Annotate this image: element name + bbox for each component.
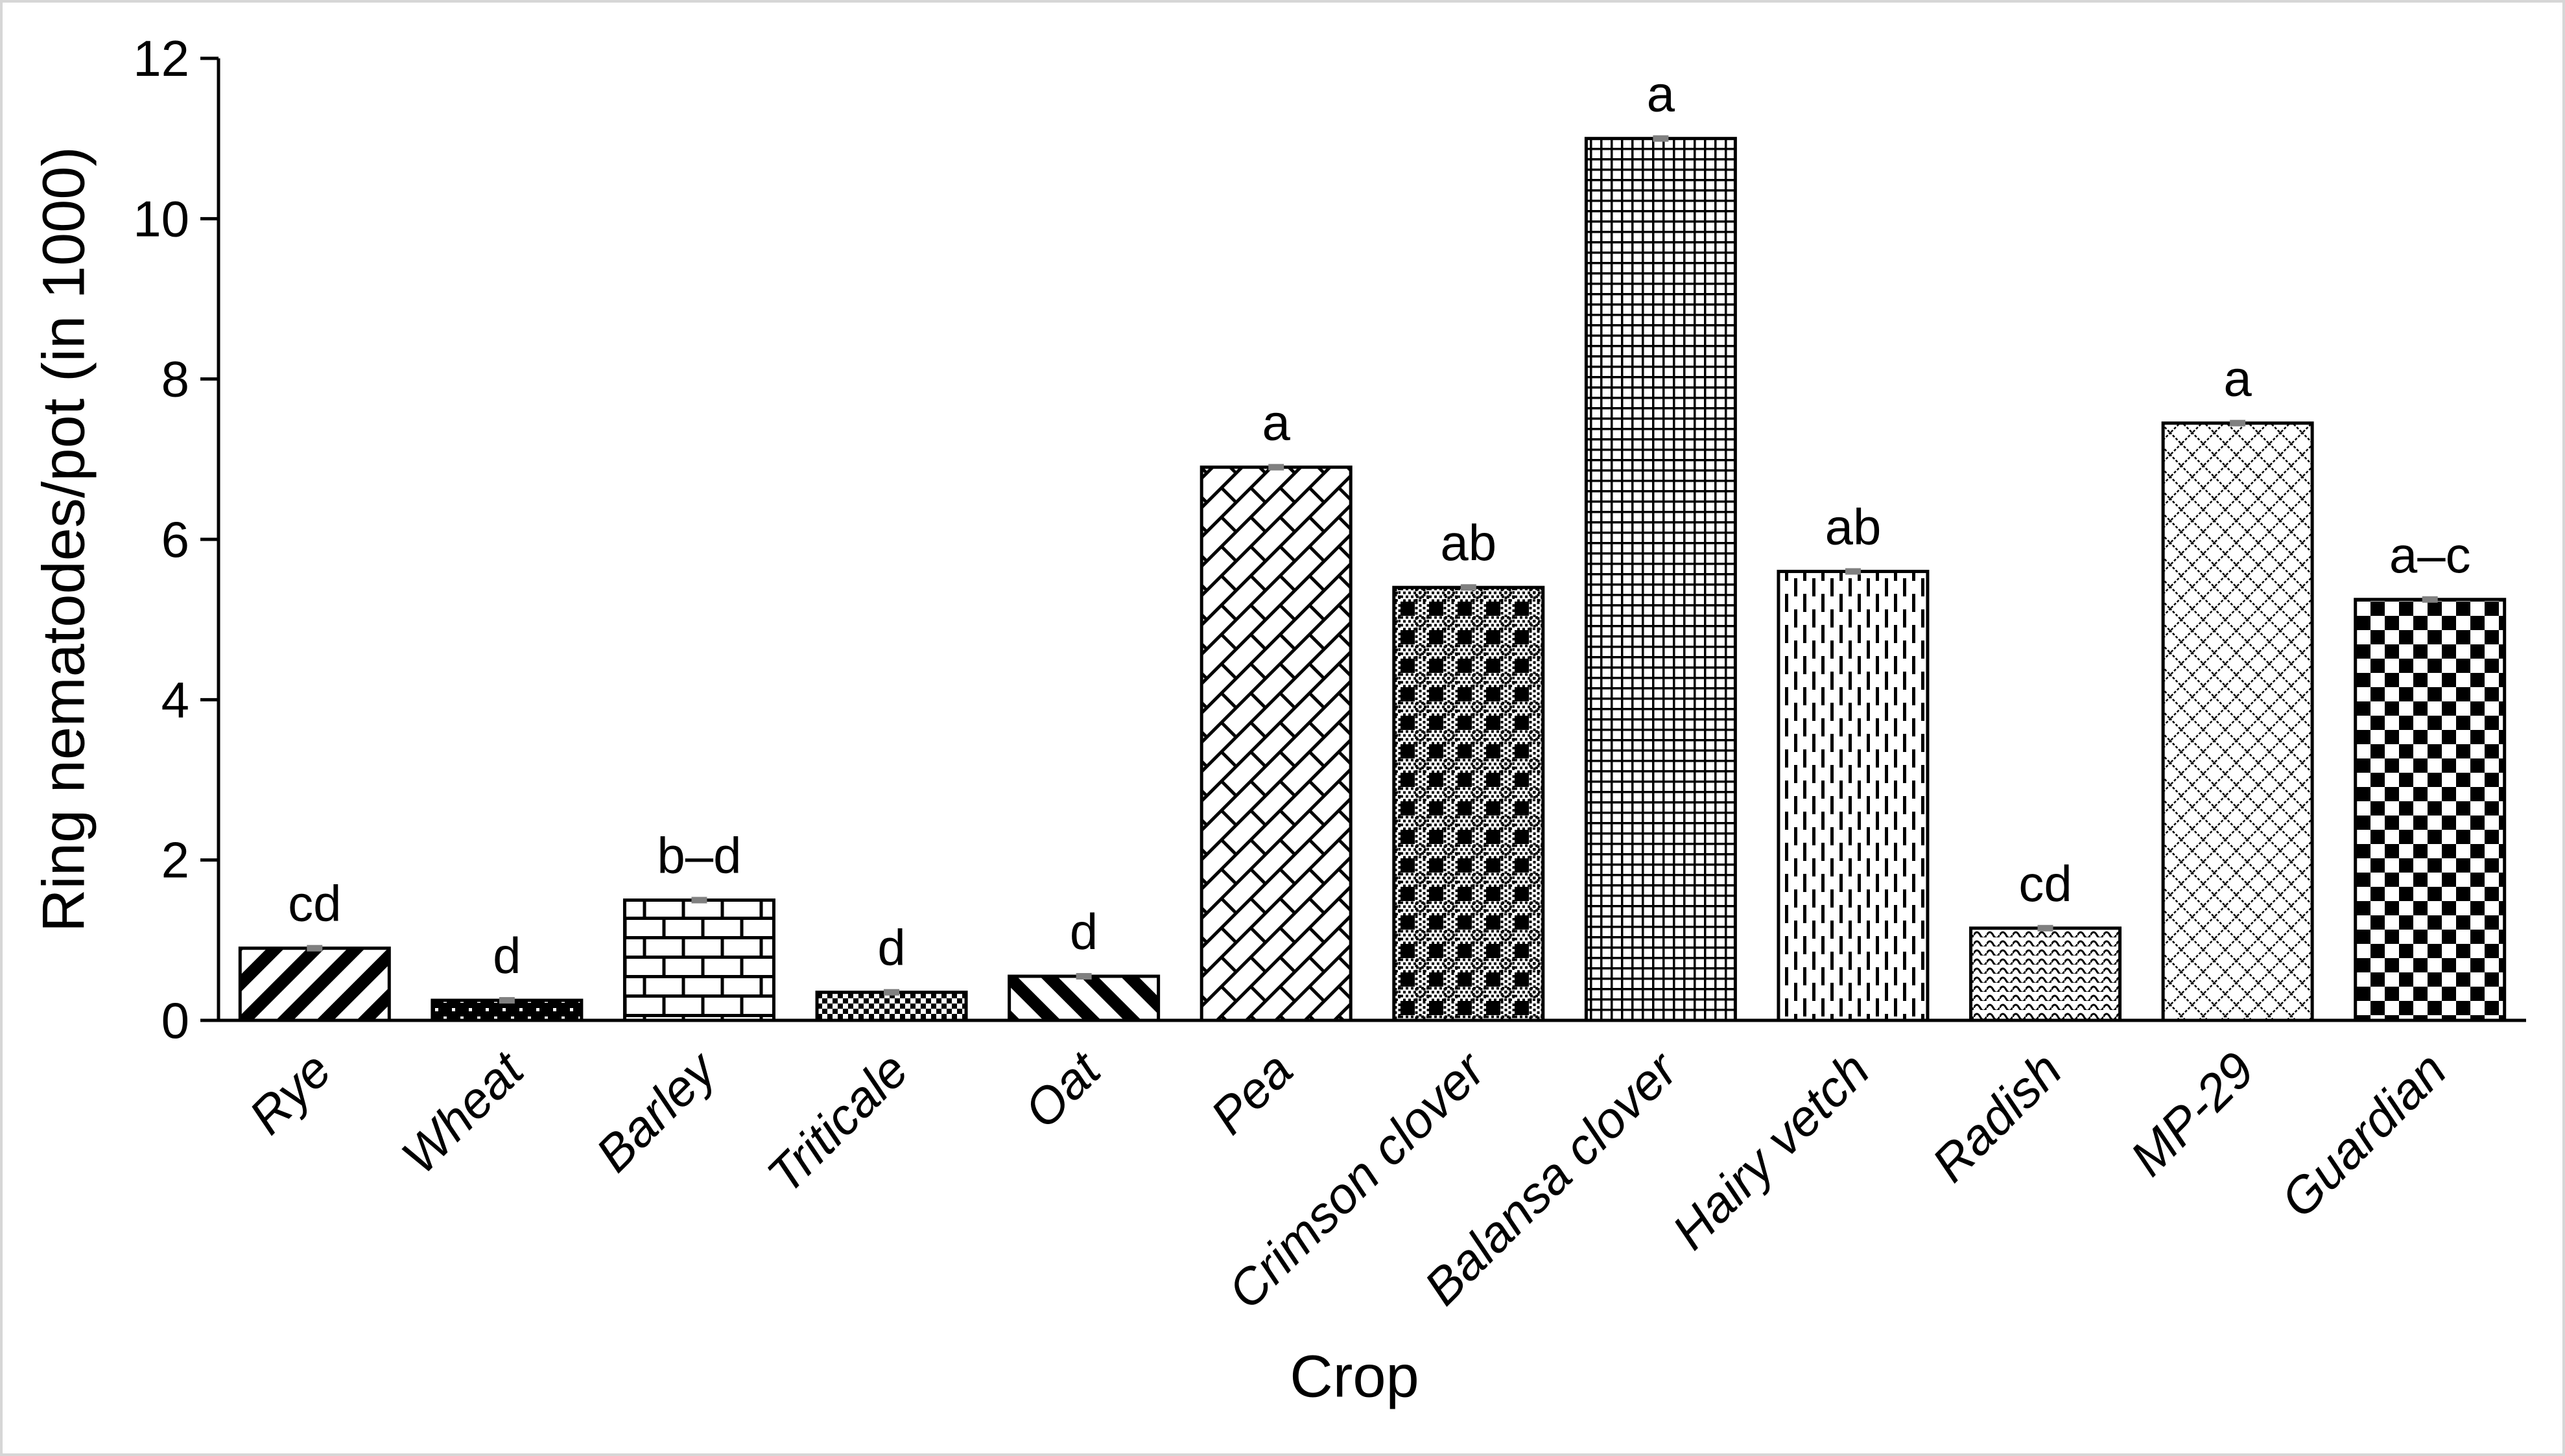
category-label: Rye: [238, 1041, 342, 1145]
y-tick-label: 0: [161, 992, 189, 1049]
error-bar-cap: [1653, 135, 1669, 142]
error-bar-cap: [1076, 972, 1092, 980]
error-bar-cap: [691, 897, 707, 904]
bar-oat: [1008, 974, 1161, 1022]
y-tick-label: 6: [161, 511, 189, 568]
significance-letter: d: [877, 919, 905, 976]
bar-rye: [238, 946, 391, 1022]
category-label: Pea: [1200, 1041, 1303, 1145]
significance-letter: a: [1262, 394, 1291, 451]
x-axis-title: Crop: [1290, 1343, 1419, 1410]
category-label: MP-29: [2119, 1041, 2265, 1187]
bar-wheat: [431, 998, 584, 1022]
significance-letter: cd: [2018, 855, 2072, 912]
y-tick-label: 4: [161, 671, 189, 728]
y-tick-label: 12: [133, 30, 189, 87]
significance-letter: ab: [1825, 498, 1882, 555]
error-bar-cap: [1845, 568, 1861, 575]
significance-letter: ab: [1440, 514, 1496, 571]
error-bar-cap: [2230, 419, 2246, 427]
bar-crimson-clover: [1392, 585, 1545, 1022]
error-bar-cap: [499, 997, 515, 1004]
bar-guardian: [2354, 598, 2507, 1022]
error-bar-cap: [1460, 584, 1476, 591]
category-label: Oat: [1013, 1039, 1113, 1138]
error-bar-cap: [307, 945, 323, 952]
category-label: Guardian: [2270, 1041, 2457, 1228]
significance-letter: d: [493, 927, 521, 984]
bar-hairy-vetch: [1777, 569, 1930, 1022]
bar-pea: [1200, 465, 1353, 1022]
category-label: Hairy vetch: [1661, 1041, 1880, 1260]
significance-letter: a: [1647, 65, 1675, 123]
bar-balansa-clover: [1584, 137, 1737, 1022]
significance-letter: d: [1070, 903, 1098, 960]
significance-letter: cd: [288, 875, 341, 932]
bar-barley: [622, 898, 775, 1022]
error-bar-cap: [1268, 464, 1284, 471]
error-bar-cap: [2422, 596, 2438, 603]
category-label: Wheat: [390, 1039, 536, 1184]
y-tick-label: 2: [161, 832, 189, 889]
category-label: Triticale: [756, 1041, 919, 1204]
bar-radish: [1969, 926, 2122, 1022]
category-label: Barley: [585, 1039, 728, 1182]
bar-triticale: [815, 991, 968, 1022]
significance-letter: a: [2223, 350, 2252, 407]
error-bar-cap: [884, 989, 900, 996]
significance-letter: b–d: [657, 827, 741, 884]
y-tick-label: 8: [161, 351, 189, 408]
y-tick-label: 10: [133, 190, 189, 247]
significance-letter: a–c: [2389, 526, 2471, 583]
error-bar-cap: [2037, 924, 2053, 932]
bar-chart-plot: cd Rye d Wheat b–d Barley d Triticale d Oat a Pea ab…: [133, 30, 2526, 1320]
category-label: Radish: [1921, 1041, 2073, 1193]
bar-mp-29: [2161, 421, 2314, 1022]
